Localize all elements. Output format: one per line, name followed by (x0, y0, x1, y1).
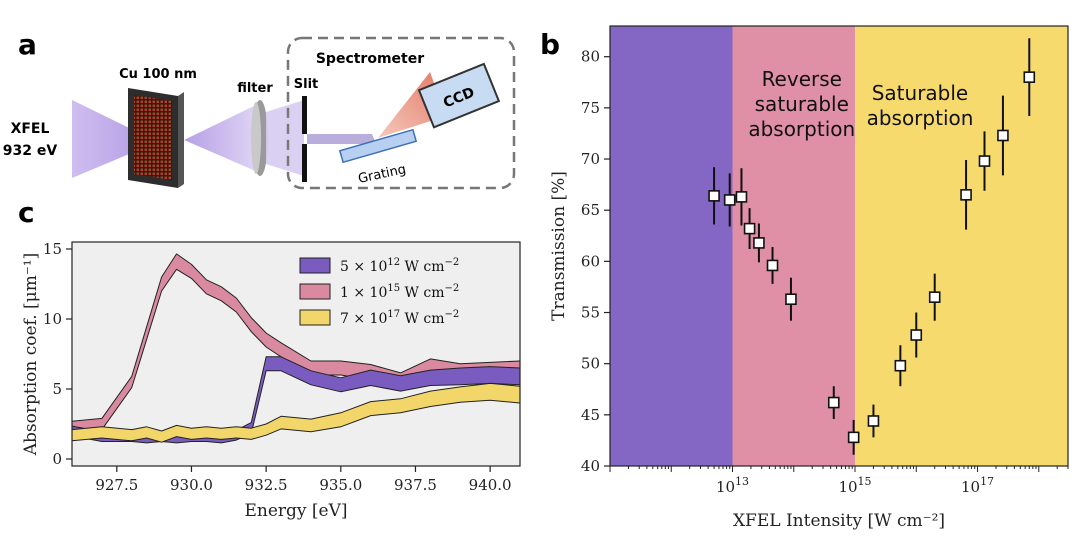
incoming-beam (72, 100, 158, 178)
x-tick-label: 932.5 (245, 476, 288, 494)
data-point (708, 190, 720, 202)
panel-b-letter: b (540, 28, 560, 61)
beam-to-slit (266, 100, 304, 176)
data-point (785, 293, 797, 306)
slit (302, 96, 307, 182)
x-tick-label: 1017 (961, 475, 994, 496)
y-tick-label: 40 (581, 457, 600, 475)
data-point (735, 191, 748, 203)
y-tick-label: 5 (52, 380, 62, 398)
xfel-label: XFEL (11, 121, 50, 137)
x-tick-label: 1013 (716, 475, 749, 496)
filter-element (251, 100, 268, 176)
x-tick-label: 927.5 (95, 476, 138, 494)
y-tick-label: 70 (581, 150, 600, 168)
legend-label: 7 × 1017 W cm−2 (340, 309, 459, 327)
legend: 5 × 1012 W cm−2 1 × 1015 W cm−2 7 × 1017 W… (299, 257, 459, 327)
data-point (960, 189, 972, 201)
region-yellow (855, 26, 1068, 466)
y-tick-label: 0 (52, 450, 62, 468)
data-point (978, 155, 991, 167)
plot-frame (609, 25, 1069, 467)
y-tick-label: 75 (581, 99, 600, 117)
cu-sample (128, 88, 184, 188)
panel-a-schematic: a XFEL 932 eV Cu 100 nm filter Spectrome… (3, 28, 516, 190)
legend-swatch (299, 309, 331, 326)
data-point (847, 431, 860, 444)
y-tick-label: 55 (581, 304, 600, 322)
y-tick-label: 15 (43, 240, 62, 258)
spectrometer-box (286, 36, 516, 190)
x-tick-label: 935.0 (319, 476, 362, 494)
panel-c-chart: 0 5 10 15 927.5 930.0 932.5 935.0 937.5 940.0 Ener… (21, 240, 521, 521)
spectra-group (72, 253, 520, 444)
data-point (827, 396, 840, 409)
grating (338, 128, 418, 164)
region-label-sa: absorption (867, 106, 974, 130)
x-axis-title: XFEL Intensity [W cm⁻²] (733, 511, 945, 531)
spectrum-band-17 (72, 382, 520, 443)
data-point (753, 237, 765, 249)
y-tick-label: 65 (581, 201, 600, 219)
y-tick-label: 10 (43, 310, 62, 328)
region-label-rsa: absorption (748, 117, 855, 141)
plot-frame-c (71, 241, 521, 467)
data-point (867, 415, 880, 427)
x-tick-label: 1015 (838, 475, 871, 496)
y-tick-label: 60 (581, 252, 600, 270)
y-tick-label: 80 (581, 48, 600, 66)
spectrometer-label: Spectrometer (316, 51, 424, 67)
region-label-sa: Saturable (872, 81, 969, 105)
y-tick-label: 50 (581, 355, 600, 373)
panel-c-letter: c (18, 196, 35, 229)
region-label-rsa: Reverse (762, 67, 842, 91)
internal-beam (307, 134, 376, 144)
data-point (894, 359, 907, 372)
x-axis-title: Energy [eV] (244, 501, 347, 521)
panel-b-chart: ReversesaturableabsorptionSaturableabsor… (549, 25, 1069, 531)
legend-swatch (299, 283, 331, 300)
ccd-detector (417, 62, 501, 129)
region-label-rsa: saturable (755, 92, 849, 116)
sample-label: Cu 100 nm (119, 67, 197, 82)
data-point (928, 291, 941, 303)
y-axis-title: Absorption coef. [μm⁻¹] (21, 253, 41, 457)
y-axis-title: Transmission [%] (549, 171, 569, 321)
transmitted-beam (184, 104, 258, 172)
spectrum-band-15 (72, 253, 520, 433)
legend-label: 5 × 1012 W cm−2 (340, 257, 459, 275)
region-purple (610, 26, 733, 466)
x-tick-label: 937.5 (394, 476, 437, 494)
data-point (743, 222, 756, 235)
data-point (997, 129, 1009, 142)
legend-swatch (299, 257, 331, 274)
grating-label: Grating (357, 162, 408, 187)
data-point (1023, 71, 1036, 83)
xfel-energy-label: 932 eV (3, 143, 58, 159)
x-tick-label: 930.0 (170, 476, 213, 494)
legend-label: 1 × 1015 W cm−2 (340, 283, 459, 301)
y-tick-label: 45 (581, 406, 600, 424)
data-point (910, 329, 923, 341)
filter-label: filter (237, 81, 273, 96)
panel-a-letter: a (18, 28, 37, 61)
x-tick-label: 940.0 (469, 476, 512, 494)
data-point (723, 194, 736, 206)
slit-label: Slit (294, 77, 319, 92)
data-point (766, 259, 779, 272)
